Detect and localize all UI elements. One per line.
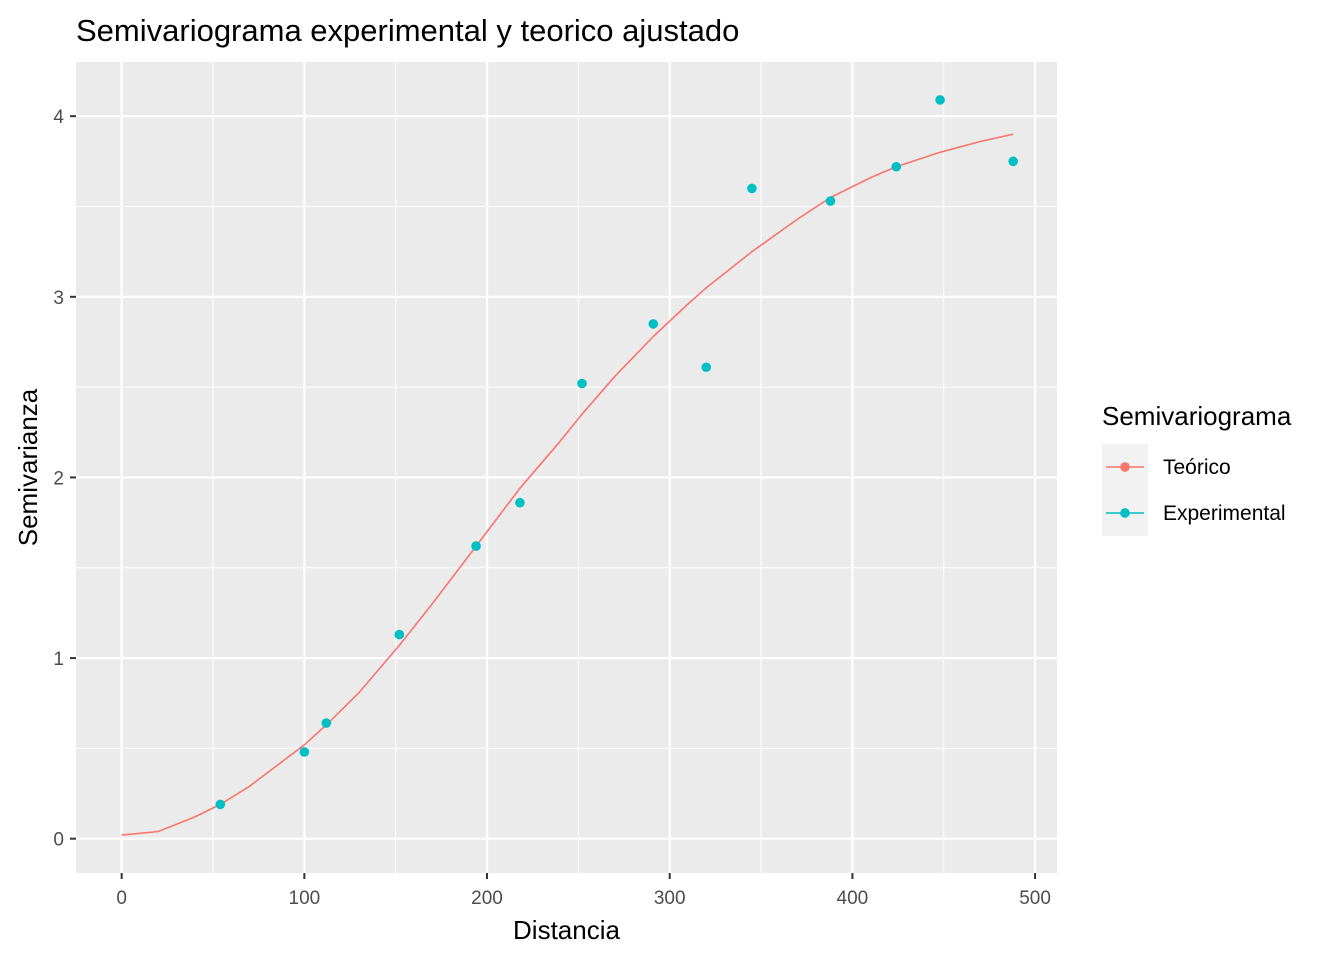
y-tick-label: 0	[53, 830, 64, 851]
experimental-point	[299, 747, 310, 757]
experimental-point	[935, 95, 945, 105]
x-tick-label: 300	[654, 888, 686, 909]
experimental-point	[701, 362, 712, 373]
y-tick-label: 3	[53, 288, 64, 309]
legend-title: Semivariograma	[1102, 401, 1292, 431]
legend-label: Teórico	[1163, 456, 1231, 479]
legend-key-point	[1120, 462, 1130, 472]
x-tick-label: 100	[289, 888, 321, 909]
y-tick-label: 4	[53, 107, 64, 128]
y-axis-title: Semivarianza	[13, 388, 43, 546]
legend-label: Experimental	[1163, 502, 1286, 525]
tick-labels: 0 100 200 300 400 500 0 1 2 3 4	[53, 107, 1051, 909]
experimental-point	[515, 497, 525, 508]
x-tick-label: 400	[837, 888, 869, 909]
x-tick-label: 500	[1019, 888, 1051, 909]
experimental-point	[1008, 156, 1018, 167]
x-tick-label: 200	[471, 888, 503, 909]
plot-panel	[76, 62, 1057, 873]
experimental-point	[471, 541, 481, 551]
experimental-point	[577, 378, 587, 389]
experimental-point	[321, 718, 332, 728]
legend-key-point	[1120, 508, 1130, 518]
chart-title: Semivariograma experimental y teorico aj…	[76, 13, 739, 48]
x-tick-label: 0	[116, 888, 127, 909]
experimental-point	[215, 799, 226, 810]
experimental-point	[825, 196, 836, 206]
major-gridlines	[76, 62, 1057, 873]
experimental-point	[747, 183, 757, 194]
y-tick-label: 1	[53, 649, 64, 670]
experimental-point	[394, 629, 405, 640]
y-tick-label: 2	[53, 468, 64, 489]
experimental-point	[648, 319, 659, 329]
x-axis-title: Distancia	[513, 915, 620, 945]
series-layer	[121, 95, 1018, 836]
axis-ticks	[70, 115, 1037, 879]
legend: Semivariograma Teórico Experimental	[1102, 401, 1292, 536]
theoretical-curve	[121, 133, 1014, 836]
experimental-point	[891, 161, 902, 172]
minor-gridlines	[76, 62, 1057, 873]
